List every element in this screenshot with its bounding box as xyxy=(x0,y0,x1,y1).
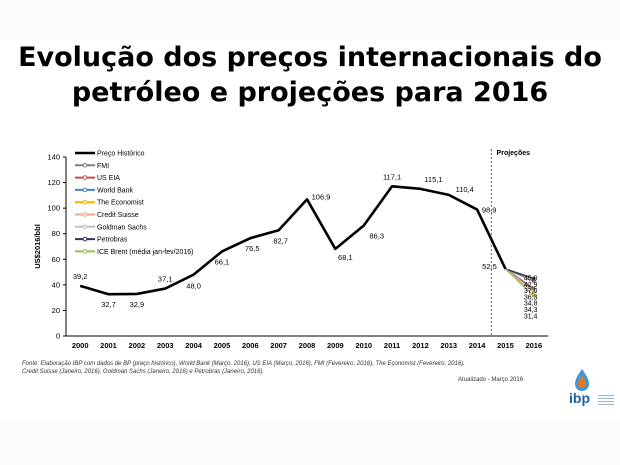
legend-label: Petrobras xyxy=(97,237,128,244)
historical-data-label: 86,3 xyxy=(369,232,384,241)
historical-data-label: 106,9 xyxy=(312,192,331,201)
legend-label: Credit Suisse xyxy=(97,212,139,219)
source-line-2: Credit Suisse (Janeiro, 2016), Goldman S… xyxy=(22,369,562,377)
x-tick-label: 2008 xyxy=(299,341,316,350)
x-tick-label: 2003 xyxy=(157,341,174,350)
x-tick-label: 2016 xyxy=(525,341,542,350)
historical-data-label: 76,5 xyxy=(245,244,260,253)
historical-data-label: 82,7 xyxy=(273,236,288,245)
x-tick-label: 2014 xyxy=(469,341,487,350)
oil-price-chart: 0 20 40 60 80 100 120 140 US$2016/bbl 2000 2001 200… xyxy=(0,0,620,360)
legend-label: Preço Histórico xyxy=(97,151,145,158)
x-tick-label: 2002 xyxy=(129,341,146,350)
legend-label: ICE Brent (média jan-fev/2016) xyxy=(97,249,194,256)
x-tick-label: 2013 xyxy=(440,341,457,350)
historical-data-label: 98,9 xyxy=(482,206,497,215)
historical-line xyxy=(80,186,505,294)
legend-label: FMI xyxy=(97,163,109,170)
historical-data-label: 110,4 xyxy=(456,185,474,194)
y-tick-label: 140 xyxy=(47,153,60,162)
bottom-band xyxy=(0,420,620,465)
legend-marker xyxy=(83,164,87,168)
x-tick-label: 2005 xyxy=(214,341,231,350)
legend-marker xyxy=(83,200,87,204)
ibp-logo: ibp xyxy=(567,367,617,409)
y-tick-label: 120 xyxy=(47,178,60,187)
historical-data-label: 32,7 xyxy=(101,300,116,309)
legend-label: Goldman Sachs xyxy=(97,224,147,231)
x-tick-label: 2000 xyxy=(72,341,89,350)
x-tick-label: 2007 xyxy=(270,341,287,350)
x-tick-label: 2001 xyxy=(100,341,117,350)
legend-label: US EIA xyxy=(97,175,120,182)
svg-text:ibp: ibp xyxy=(569,390,590,406)
y-axis-label: US$2016/bbl xyxy=(33,224,42,269)
legend-marker xyxy=(83,213,87,217)
historical-data-label: 66,1 xyxy=(215,257,230,266)
legend-label: World Bank xyxy=(97,187,134,194)
x-tick-label: 2010 xyxy=(355,341,372,350)
historical-data-label: 48,0 xyxy=(186,282,201,291)
x-tick-label: 2012 xyxy=(412,341,429,350)
updated-note: Atualizado - Março 2016 xyxy=(458,377,523,383)
projection-data-label: 31,4 xyxy=(524,313,538,320)
historical-data-label: 39,2 xyxy=(73,272,88,281)
x-tick-label: 2011 xyxy=(384,341,400,350)
legend-label: The Economist xyxy=(97,200,144,207)
source-line-1: Fonte: Elaboração IBP com dados de BP (p… xyxy=(22,361,562,369)
y-tick-label: 40 xyxy=(52,280,60,289)
x-tick-label: 2006 xyxy=(242,341,259,350)
historical-data-label: 68,1 xyxy=(338,253,353,262)
legend-marker xyxy=(83,188,87,192)
historical-data-label: 37,1 xyxy=(158,275,173,284)
x-tick-label: 2004 xyxy=(185,341,203,350)
legend-marker xyxy=(83,237,87,241)
historical-data-label: 52,5 xyxy=(482,262,497,271)
historical-data-label: 115,1 xyxy=(424,175,442,184)
y-tick-label: 20 xyxy=(52,306,60,315)
legend-marker xyxy=(83,250,87,254)
x-tick-label: 2009 xyxy=(327,341,344,350)
y-tick-label: 60 xyxy=(52,255,60,264)
x-tick-label: 2015 xyxy=(497,341,514,350)
y-tick-label: 80 xyxy=(52,229,60,238)
historical-data-label: 32,9 xyxy=(130,300,145,309)
source-note: Fonte: Elaboração IBP com dados de BP (p… xyxy=(22,361,562,376)
y-tick-label: 100 xyxy=(47,204,60,213)
y-tick-label: 0 xyxy=(56,332,60,341)
projection-label: Projeções xyxy=(497,150,531,157)
historical-data-label: 117,1 xyxy=(383,172,401,181)
legend-marker xyxy=(83,225,87,229)
legend-marker xyxy=(83,176,87,180)
